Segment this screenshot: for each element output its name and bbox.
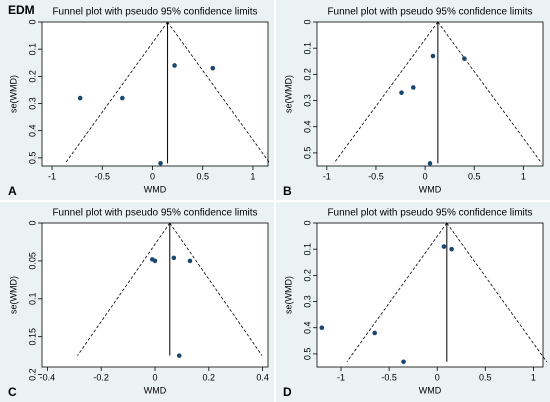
y-tick-label: 0.3 <box>302 295 312 308</box>
plot-area <box>41 21 269 167</box>
x-tick-label: -0.2 <box>93 372 109 382</box>
chart-title: Funnel plot with pseudo 95% confidence l… <box>52 7 257 18</box>
x-tick-label: -0.5 <box>381 372 397 382</box>
plot-area <box>316 21 544 167</box>
y-tick-label: 0.4 <box>302 120 312 133</box>
study-point <box>319 325 325 331</box>
figure-heading: EDM <box>8 3 35 17</box>
study-point <box>401 359 406 365</box>
panel-letter: C <box>8 385 17 399</box>
y-axis-label: se(WMD) <box>283 276 293 314</box>
study-point <box>441 244 447 249</box>
y-tick-label: 0.2 <box>27 70 37 83</box>
study-point <box>152 258 158 264</box>
study-point <box>427 161 433 166</box>
y-tick-label: 0.05 <box>27 252 37 270</box>
x-tick-label: -0.4 <box>40 372 56 382</box>
chart-title: Funnel plot with pseudo 95% confidence l… <box>327 7 532 18</box>
y-tick-label: 0.3 <box>27 97 37 110</box>
confidence-limit <box>169 222 263 356</box>
chart-title: Funnel plot with pseudo 95% confidence l… <box>52 208 257 219</box>
confidence-limit <box>64 21 168 164</box>
study-point <box>158 160 163 166</box>
study-point <box>77 95 83 101</box>
chart-title: Funnel plot with pseudo 95% confidence l… <box>327 208 532 219</box>
plot-area <box>316 222 544 368</box>
y-tick-label: 0.3 <box>302 94 312 107</box>
study-point <box>171 255 177 261</box>
x-axis-label: WMD <box>419 184 442 194</box>
x-tick-label: -1 <box>323 171 331 181</box>
x-tick-label: 0 <box>423 171 428 181</box>
x-axis-label: WMD <box>419 385 442 395</box>
plot-area <box>41 222 269 368</box>
panel-letter: A <box>8 184 17 198</box>
y-tick-label: 0.2 <box>302 269 312 282</box>
study-point <box>399 90 404 95</box>
study-point <box>187 258 193 264</box>
y-axis-label: se(WMD) <box>8 276 18 314</box>
y-tick-label: 0.4 <box>302 321 312 334</box>
x-tick-label: -1 <box>48 171 56 181</box>
x-tick-label: 1 <box>521 171 526 181</box>
x-tick-label: 0.5 <box>196 171 209 181</box>
x-tick-label: 1 <box>531 372 536 382</box>
confidence-limit <box>167 21 271 164</box>
study-point <box>120 95 125 101</box>
x-tick-label: 0.5 <box>468 171 481 181</box>
x-axis-label: WMD <box>144 184 167 194</box>
study-point <box>176 353 182 358</box>
y-tick-label: 0.15 <box>27 328 37 346</box>
study-point <box>430 53 436 59</box>
y-tick-label: 0.1 <box>302 243 312 256</box>
y-tick-label: 0 <box>27 220 37 225</box>
y-axis-label: se(WMD) <box>283 75 293 113</box>
y-tick-label: 0.1 <box>27 293 37 306</box>
x-tick-label: 0.2 <box>203 372 216 382</box>
y-axis-label: se(WMD) <box>8 75 18 113</box>
confidence-limit <box>77 222 171 356</box>
study-point <box>462 56 467 61</box>
confidence-limit <box>437 21 543 164</box>
panel-letter: B <box>283 184 292 198</box>
x-tick-label: -1 <box>337 372 345 382</box>
y-tick-label: 0.2 <box>302 68 312 81</box>
y-tick-label: 0 <box>302 220 312 225</box>
y-tick-label: 0 <box>302 19 312 24</box>
panel-letter: D <box>283 385 292 399</box>
x-tick-label: 0 <box>152 372 157 382</box>
x-tick-label: 0.5 <box>479 372 492 382</box>
y-tick-label: 0.5 <box>27 152 37 165</box>
y-tick-label: 0.1 <box>27 43 37 56</box>
study-point <box>372 330 378 336</box>
study-point <box>410 85 416 90</box>
y-tick-label: 0.1 <box>302 42 312 55</box>
confidence-limit <box>346 222 448 362</box>
study-point <box>172 63 177 68</box>
x-tick-label: 1 <box>250 171 255 181</box>
study-point <box>449 246 454 252</box>
y-tick-label: 0.5 <box>302 348 312 361</box>
x-tick-label: 0.4 <box>256 372 269 382</box>
confidence-limit <box>446 222 548 362</box>
x-axis-label: WMD <box>144 385 167 395</box>
y-tick-label: 0.5 <box>302 147 312 160</box>
y-tick-label: 0.2 <box>27 368 37 381</box>
x-tick-label: 0 <box>150 171 155 181</box>
y-tick-label: 0 <box>27 19 37 24</box>
x-tick-label: -0.5 <box>368 171 384 181</box>
x-tick-label: -0.5 <box>95 171 111 181</box>
study-point <box>210 65 216 71</box>
x-tick-label: 0 <box>435 372 440 382</box>
confidence-limit <box>333 21 439 164</box>
y-tick-label: 0.4 <box>27 124 37 137</box>
